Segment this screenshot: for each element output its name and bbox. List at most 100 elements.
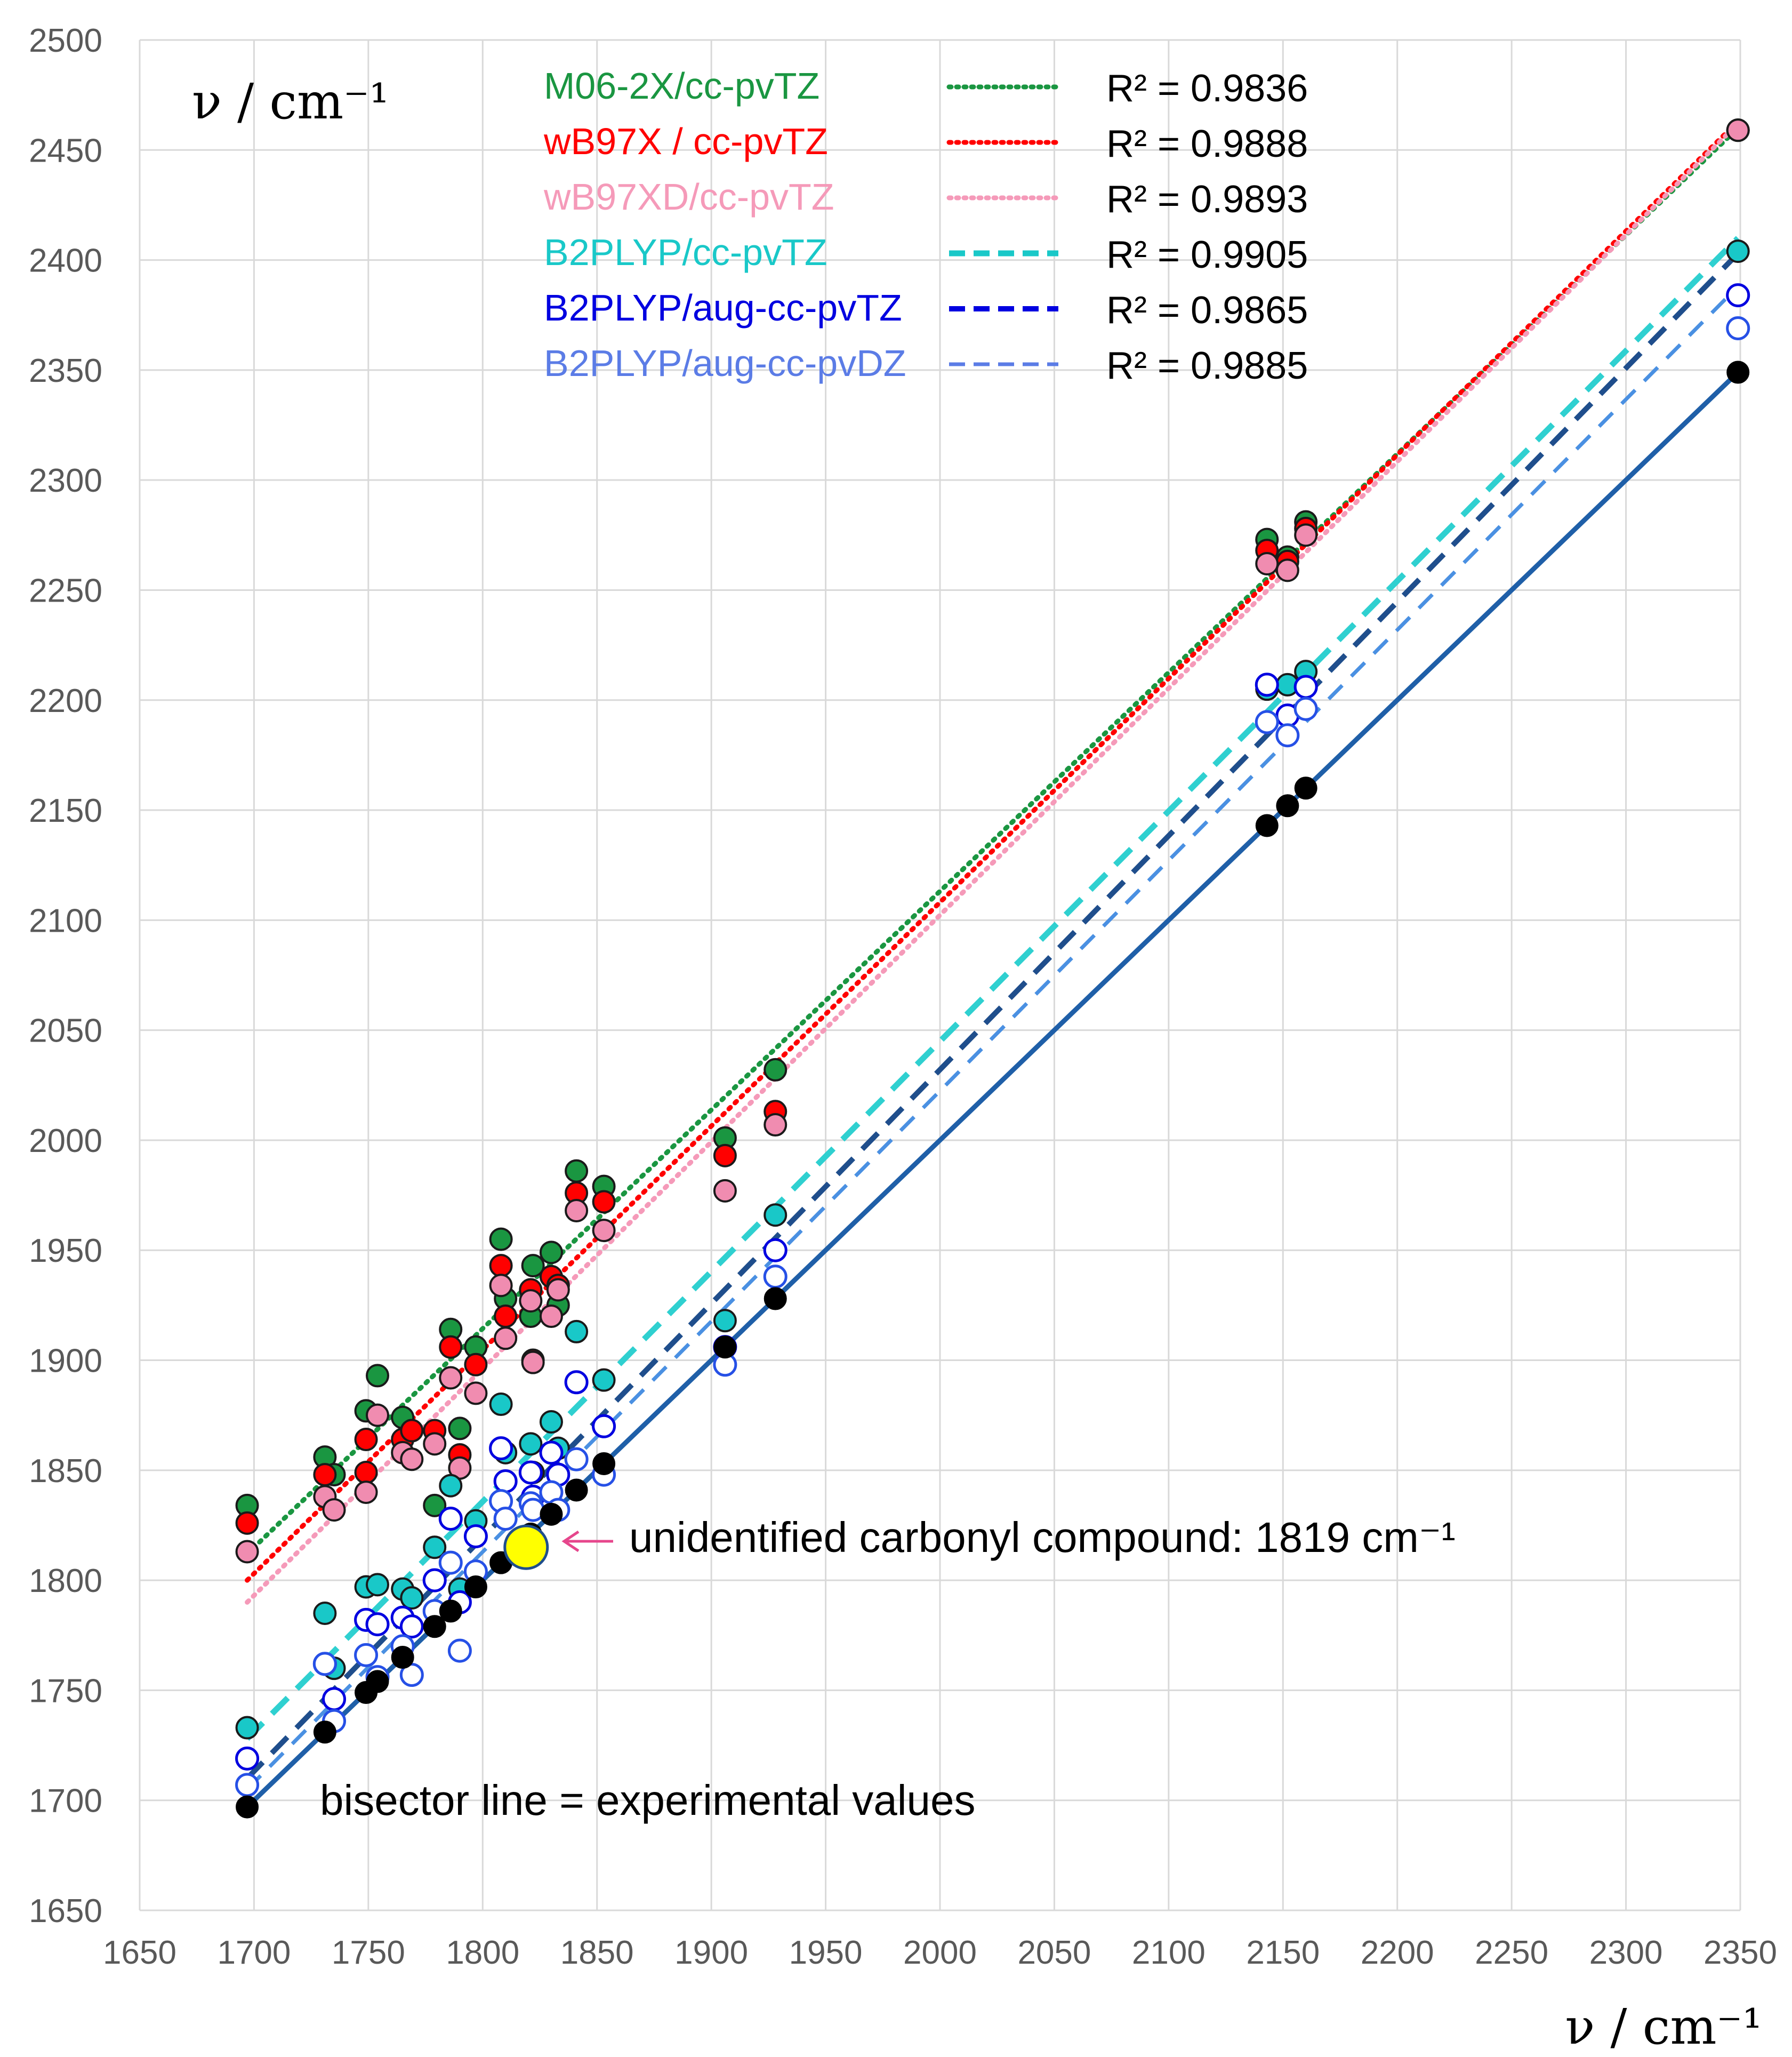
data-point	[400, 1586, 424, 1610]
x-tick-label: 1700	[217, 1934, 291, 1971]
data-point	[1726, 361, 1750, 384]
data-point	[422, 1568, 447, 1592]
data-point	[423, 1493, 447, 1517]
legend-r2-5: R² = 0.9865	[1106, 289, 1308, 332]
x-tick-label: 2000	[903, 1934, 977, 1971]
data-point	[463, 1524, 488, 1549]
x-tick-label: 2050	[1017, 1934, 1091, 1971]
data-point	[1726, 283, 1750, 308]
data-point	[312, 1652, 337, 1676]
data-point	[519, 1432, 543, 1456]
data-point	[438, 1550, 463, 1575]
data-point	[438, 1507, 463, 1531]
data-point	[464, 1352, 488, 1376]
data-point	[1726, 118, 1750, 142]
data-point	[423, 1615, 446, 1638]
data-point	[399, 1614, 424, 1639]
data-point	[1255, 814, 1279, 837]
data-point	[1293, 675, 1318, 699]
legend-label-2: wB97X / cc-pvTZ	[543, 121, 828, 162]
y-tick-label: 1900	[29, 1343, 102, 1380]
data-point	[439, 1366, 463, 1390]
data-point	[539, 1440, 564, 1465]
data-point	[489, 1254, 513, 1278]
y-tick-label: 2150	[29, 793, 102, 829]
data-point	[322, 1687, 347, 1711]
data-point	[540, 1502, 563, 1526]
data-point	[592, 1190, 616, 1214]
data-point	[313, 1720, 336, 1744]
x-tick-label: 1950	[789, 1934, 863, 1971]
data-point	[713, 1143, 737, 1167]
x-tick-label: 1850	[560, 1934, 634, 1971]
data-point	[366, 1573, 390, 1597]
y-tick-label: 2350	[29, 353, 102, 389]
data-point	[1255, 551, 1279, 575]
data-point	[592, 1219, 616, 1243]
data-point	[764, 1287, 787, 1310]
x-tick-label: 2200	[1361, 1934, 1434, 1971]
data-point	[713, 1179, 737, 1203]
legend-r2-3: R² = 0.9893	[1106, 178, 1308, 221]
legend-r2-4: R² = 0.9905	[1106, 234, 1308, 276]
data-point	[565, 1159, 589, 1183]
x-tick-label: 2150	[1246, 1934, 1320, 1971]
data-point	[764, 1058, 787, 1082]
data-point	[1293, 697, 1318, 721]
data-point	[354, 1480, 378, 1504]
data-point	[489, 1274, 513, 1298]
x-tick-label: 1750	[332, 1934, 405, 1971]
data-point	[354, 1643, 379, 1667]
fit-line-3	[245, 121, 1741, 1605]
y-tick-label: 1700	[29, 1783, 102, 1820]
data-point	[1726, 316, 1750, 340]
unidentified-annotation: unidentified carbonyl compound: 1819 cm⁻…	[629, 1514, 1456, 1561]
data-point	[447, 1638, 472, 1663]
data-point	[565, 1198, 589, 1222]
data-point	[365, 1612, 390, 1637]
y-tick-label: 1950	[29, 1232, 102, 1269]
data-point	[539, 1304, 563, 1328]
data-point	[521, 1254, 545, 1278]
y-tick-label: 2000	[29, 1123, 102, 1159]
data-point	[235, 1746, 260, 1771]
data-point	[564, 1370, 589, 1395]
tick-labels: 1650 1700 1750 1800 1850 1900 1950 2000 2050 2100…	[29, 22, 1777, 1971]
data-point	[489, 1436, 513, 1461]
legend: M06-2X/cc-pvTZ R² = 0.9836 wB97X / cc-pvTZ…	[543, 65, 1308, 387]
y-tick-label: 1750	[29, 1672, 102, 1709]
fit-line-4	[245, 236, 1740, 1741]
y-tick-label: 2400	[29, 243, 102, 279]
data-point	[713, 1335, 737, 1359]
unidentified-arrowhead	[561, 1530, 580, 1552]
data-point	[1294, 777, 1317, 800]
data-point	[439, 1599, 462, 1623]
legend-r2-1: R² = 0.9836	[1106, 67, 1308, 110]
data-point	[464, 1575, 487, 1598]
data-points	[235, 118, 1750, 1819]
data-point	[366, 1403, 390, 1427]
data-point	[439, 1335, 463, 1359]
y-tick-label: 1850	[29, 1453, 102, 1490]
data-point	[493, 1507, 518, 1531]
y-tick-label: 2300	[29, 462, 102, 499]
data-point	[539, 1410, 563, 1434]
x-tick-label: 2100	[1132, 1934, 1206, 1971]
data-point	[565, 1478, 588, 1502]
data-point	[1726, 239, 1750, 263]
data-point	[464, 1381, 488, 1405]
data-point	[400, 1419, 424, 1443]
x-tick-label: 2300	[1589, 1934, 1663, 1971]
data-point	[494, 1326, 518, 1350]
legend-label-4: B2PLYP/cc-pvTZ	[544, 231, 827, 273]
legend-label-5: B2PLYP/aug-cc-pvTZ	[544, 287, 902, 329]
data-point	[1276, 794, 1299, 818]
legend-label-3: wB97XD/cc-pvTZ	[543, 176, 834, 218]
y-axis-title: ν / cm⁻¹	[192, 73, 389, 130]
data-point	[1255, 673, 1279, 697]
y-tick-label: 2200	[29, 683, 102, 719]
data-point	[313, 1602, 337, 1626]
bisector-annotation: bisector line = experimental values	[320, 1776, 976, 1824]
data-point	[354, 1428, 378, 1452]
x-tick-label: 2350	[1703, 1934, 1777, 1971]
